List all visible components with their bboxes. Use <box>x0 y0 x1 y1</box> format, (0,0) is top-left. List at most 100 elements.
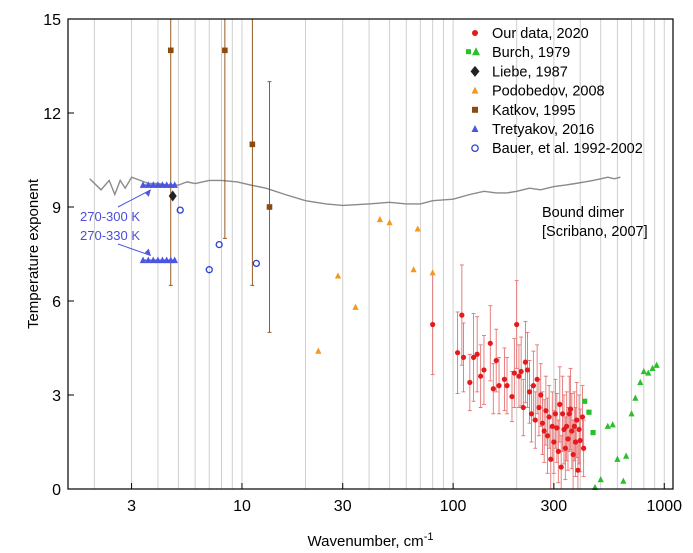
data-point-our-data-2020 <box>543 408 549 414</box>
data-point-our-data-2020 <box>514 321 520 328</box>
data-point-our-data-2020 <box>572 439 579 445</box>
x-tick-label: 1000 <box>646 498 682 515</box>
grid-lines <box>93 19 665 489</box>
data-point-katkov-1995 <box>266 204 273 210</box>
data-point-burch-1979 <box>653 361 660 368</box>
data-point-burch-1979 <box>623 452 630 459</box>
bound-dimer-curve <box>89 176 621 207</box>
data-point-our-data-2020 <box>564 423 570 429</box>
data-point-our-data-2020 <box>481 367 487 373</box>
data-point-our-data-2020 <box>569 428 575 434</box>
legend-entry: Tretyakov, 2016 <box>471 122 594 138</box>
data-point-burch-1979 <box>649 364 656 371</box>
legend-entry: Burch, 1979 <box>466 45 570 61</box>
data-point-our-data-2020 <box>574 417 580 423</box>
data-point-our-data-2020 <box>567 406 574 412</box>
data-point-our-data-2020 <box>562 445 568 451</box>
data-point-our-data-2020 <box>557 401 563 407</box>
x-axis-label-main: Wavenumber, cm <box>308 533 424 550</box>
data-point-our-data-2020 <box>501 376 508 382</box>
y-tick-label: 0 <box>52 482 61 499</box>
data-point-podobedov-2008 <box>315 347 322 354</box>
data-point-our-data-2020 <box>554 425 560 431</box>
data-point-our-data-2020 <box>454 350 461 356</box>
data-point-our-data-2020 <box>575 467 581 473</box>
y-axis-ticks: 0 3 6 9 12 15 <box>43 12 74 499</box>
data-point-our-data-2020 <box>470 354 477 360</box>
x-axis-ticks: 3 10 30 100 300 1000 <box>127 483 682 515</box>
data-point-burch-1979 <box>609 421 616 428</box>
data-point-our-data-2020 <box>460 354 467 360</box>
legend-marker <box>471 125 479 132</box>
plot-frame <box>67 18 674 490</box>
data-points <box>139 47 660 491</box>
data-point-our-data-2020 <box>539 420 546 426</box>
data-point-our-data-2020 <box>571 423 577 429</box>
data-point-bauer-et-al-1992-2002 <box>205 266 213 274</box>
data-point-our-data-2020 <box>430 321 436 328</box>
data-point-katkov-1995 <box>249 141 256 148</box>
legend-entry: Podobedov, 2008 <box>471 84 605 100</box>
data-point-our-data-2020 <box>544 433 551 439</box>
x-tick-label: 300 <box>541 498 568 515</box>
data-point-our-data-2020 <box>509 393 515 400</box>
data-point-katkov-1995 <box>167 47 174 54</box>
x-tick-label: 3 <box>127 498 136 515</box>
data-point-bauer-et-al-1992-2002 <box>252 259 261 268</box>
data-point-our-data-2020 <box>526 389 533 395</box>
y-tick-label: 12 <box>43 106 61 123</box>
data-point-our-data-2020 <box>579 414 586 420</box>
legend-entry: Bauer, et al. 1992-2002 <box>471 141 643 157</box>
x-axis-label-superscript: -1 <box>424 531 434 543</box>
data-point-our-data-2020 <box>576 426 582 433</box>
data-point-podobedov-2008 <box>410 266 417 273</box>
data-point-our-data-2020 <box>546 414 552 420</box>
data-point-our-data-2020 <box>551 439 557 445</box>
data-point-our-data-2020 <box>541 428 547 434</box>
tretyakov-annotation-lower: 270-330 K <box>80 228 140 243</box>
data-point-burch-1979 <box>586 409 592 415</box>
data-point-our-data-2020 <box>570 451 576 458</box>
tretyakov-annotation-upper: 270-300 K <box>80 209 140 224</box>
data-point-our-data-2020 <box>532 417 538 423</box>
data-point-burch-1979 <box>590 430 596 436</box>
data-point-our-data-2020 <box>524 367 531 373</box>
legend-label: Tretyakov, 2016 <box>492 122 594 138</box>
legend-marker <box>472 30 478 36</box>
data-point-our-data-2020 <box>459 312 465 318</box>
data-point-burch-1979 <box>604 422 611 429</box>
legend-label: Liebe, 1987 <box>492 64 568 80</box>
data-point-our-data-2020 <box>467 379 473 386</box>
data-point-podobedov-2008 <box>334 272 342 279</box>
data-point-our-data-2020 <box>528 411 535 417</box>
data-point-our-data-2020 <box>474 351 480 357</box>
data-point-burch-1979 <box>628 410 635 417</box>
data-point-our-data-2020 <box>478 373 484 379</box>
legend-entry: Katkov, 1995 <box>472 103 576 119</box>
legend-entry: Liebe, 1987 <box>470 64 568 80</box>
data-point-our-data-2020 <box>493 357 499 364</box>
legend-label: Burch, 1979 <box>492 45 570 61</box>
data-point-burch-1979 <box>637 378 644 386</box>
data-point-burch-1979 <box>640 367 647 375</box>
tretyakov-annotation-arrows <box>117 189 152 257</box>
legend-label: Bauer, et al. 1992-2002 <box>492 141 643 157</box>
data-point-podobedov-2008 <box>352 303 359 310</box>
data-point-our-data-2020 <box>504 383 510 389</box>
data-point-podobedov-2008 <box>376 215 383 223</box>
legend-label: Our data, 2020 <box>492 26 589 42</box>
y-tick-label: 6 <box>52 294 61 311</box>
legend-marker-square <box>466 49 471 55</box>
data-point-burch-1979 <box>614 455 621 462</box>
data-point-burch-1979 <box>632 394 639 401</box>
data-point-our-data-2020 <box>534 376 540 382</box>
data-point-our-data-2020 <box>559 411 566 417</box>
arrow-upper-head <box>144 189 151 197</box>
data-point-bauer-et-al-1992-2002 <box>176 206 184 214</box>
data-point-our-data-2020 <box>538 392 544 398</box>
data-point-our-data-2020 <box>549 423 555 429</box>
data-point-our-data-2020 <box>518 368 524 375</box>
data-point-our-data-2020 <box>552 411 558 417</box>
y-tick-label: 3 <box>52 388 61 405</box>
